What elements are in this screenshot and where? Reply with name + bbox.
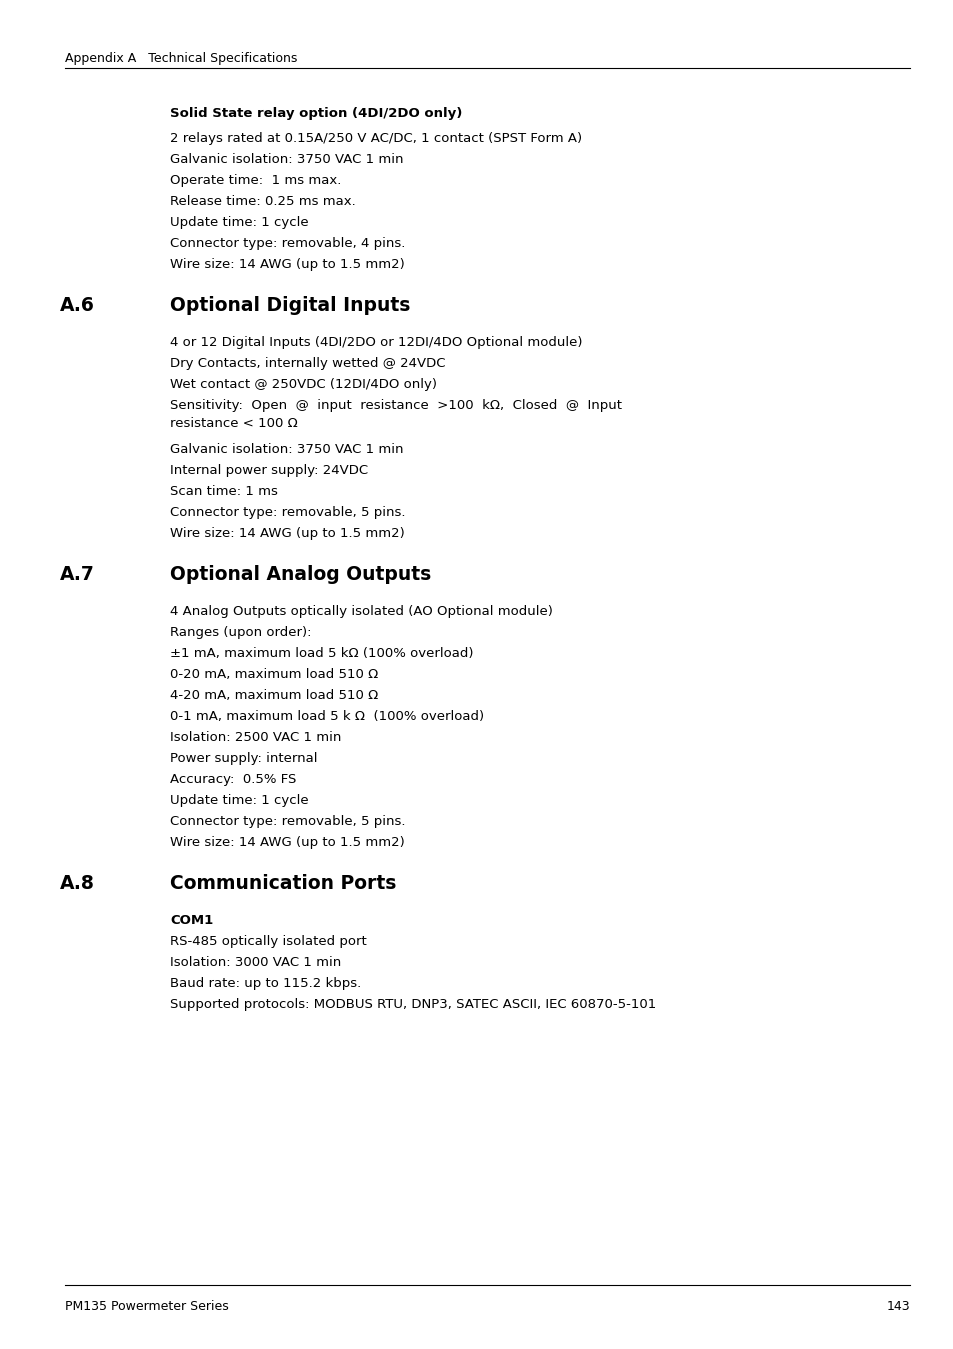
- Text: Wire size: 14 AWG (up to 1.5 mm2): Wire size: 14 AWG (up to 1.5 mm2): [170, 836, 404, 849]
- Text: PM135 Powermeter Series: PM135 Powermeter Series: [65, 1300, 229, 1313]
- Text: Wet contact @ 250VDC (12DI/4DO only): Wet contact @ 250VDC (12DI/4DO only): [170, 378, 436, 391]
- Text: Solid State relay option (4DI/2DO only): Solid State relay option (4DI/2DO only): [170, 107, 462, 120]
- Text: Galvanic isolation: 3750 VAC 1 min: Galvanic isolation: 3750 VAC 1 min: [170, 442, 403, 456]
- Text: A.6: A.6: [60, 295, 94, 316]
- Text: Dry Contacts, internally wetted @ 24VDC: Dry Contacts, internally wetted @ 24VDC: [170, 357, 445, 370]
- Text: Accuracy:  0.5% FS: Accuracy: 0.5% FS: [170, 773, 296, 786]
- Text: Isolation: 3000 VAC 1 min: Isolation: 3000 VAC 1 min: [170, 956, 341, 969]
- Text: Connector type: removable, 4 pins.: Connector type: removable, 4 pins.: [170, 237, 405, 250]
- Text: A.7: A.7: [60, 565, 94, 584]
- Text: Optional Analog Outputs: Optional Analog Outputs: [170, 565, 431, 584]
- Text: 0-20 mA, maximum load 510 Ω: 0-20 mA, maximum load 510 Ω: [170, 668, 377, 681]
- Text: A.8: A.8: [60, 874, 94, 893]
- Text: Wire size: 14 AWG (up to 1.5 mm2): Wire size: 14 AWG (up to 1.5 mm2): [170, 527, 404, 540]
- Text: Update time: 1 cycle: Update time: 1 cycle: [170, 216, 309, 229]
- Text: 4-20 mA, maximum load 510 Ω: 4-20 mA, maximum load 510 Ω: [170, 689, 377, 701]
- Text: Sensitivity:  Open  @  input  resistance  >100  kΩ,  Closed  @  Input
resistance: Sensitivity: Open @ input resistance >10…: [170, 399, 621, 430]
- Text: Communication Ports: Communication Ports: [170, 874, 395, 893]
- Text: RS-485 optically isolated port: RS-485 optically isolated port: [170, 935, 366, 948]
- Text: COM1: COM1: [170, 915, 213, 927]
- Text: 143: 143: [885, 1300, 909, 1313]
- Text: Baud rate: up to 115.2 kbps.: Baud rate: up to 115.2 kbps.: [170, 977, 361, 990]
- Text: Supported protocols: MODBUS RTU, DNP3, SATEC ASCII, IEC 60870-5-101: Supported protocols: MODBUS RTU, DNP3, S…: [170, 998, 656, 1010]
- Text: Appendix A   Technical Specifications: Appendix A Technical Specifications: [65, 53, 297, 65]
- Text: Ranges (upon order):: Ranges (upon order):: [170, 626, 312, 639]
- Text: 4 or 12 Digital Inputs (4DI/2DO or 12DI/4DO Optional module): 4 or 12 Digital Inputs (4DI/2DO or 12DI/…: [170, 336, 582, 349]
- Text: Internal power supply: 24VDC: Internal power supply: 24VDC: [170, 464, 368, 478]
- Text: Operate time:  1 ms max.: Operate time: 1 ms max.: [170, 174, 341, 188]
- Text: Scan time: 1 ms: Scan time: 1 ms: [170, 486, 277, 498]
- Text: Wire size: 14 AWG (up to 1.5 mm2): Wire size: 14 AWG (up to 1.5 mm2): [170, 258, 404, 271]
- Text: 0-1 mA, maximum load 5 k Ω  (100% overload): 0-1 mA, maximum load 5 k Ω (100% overloa…: [170, 710, 483, 723]
- Text: 4 Analog Outputs optically isolated (AO Optional module): 4 Analog Outputs optically isolated (AO …: [170, 604, 553, 618]
- Text: Connector type: removable, 5 pins.: Connector type: removable, 5 pins.: [170, 815, 405, 828]
- Text: Optional Digital Inputs: Optional Digital Inputs: [170, 295, 410, 316]
- Text: 2 relays rated at 0.15A/250 V AC/DC, 1 contact (SPST Form A): 2 relays rated at 0.15A/250 V AC/DC, 1 c…: [170, 132, 581, 144]
- Text: Isolation: 2500 VAC 1 min: Isolation: 2500 VAC 1 min: [170, 731, 341, 745]
- Text: Release time: 0.25 ms max.: Release time: 0.25 ms max.: [170, 196, 355, 208]
- Text: Galvanic isolation: 3750 VAC 1 min: Galvanic isolation: 3750 VAC 1 min: [170, 152, 403, 166]
- Text: Power supply: internal: Power supply: internal: [170, 751, 317, 765]
- Text: Connector type: removable, 5 pins.: Connector type: removable, 5 pins.: [170, 506, 405, 519]
- Text: Update time: 1 cycle: Update time: 1 cycle: [170, 795, 309, 807]
- Text: ±1 mA, maximum load 5 kΩ (100% overload): ±1 mA, maximum load 5 kΩ (100% overload): [170, 648, 473, 660]
